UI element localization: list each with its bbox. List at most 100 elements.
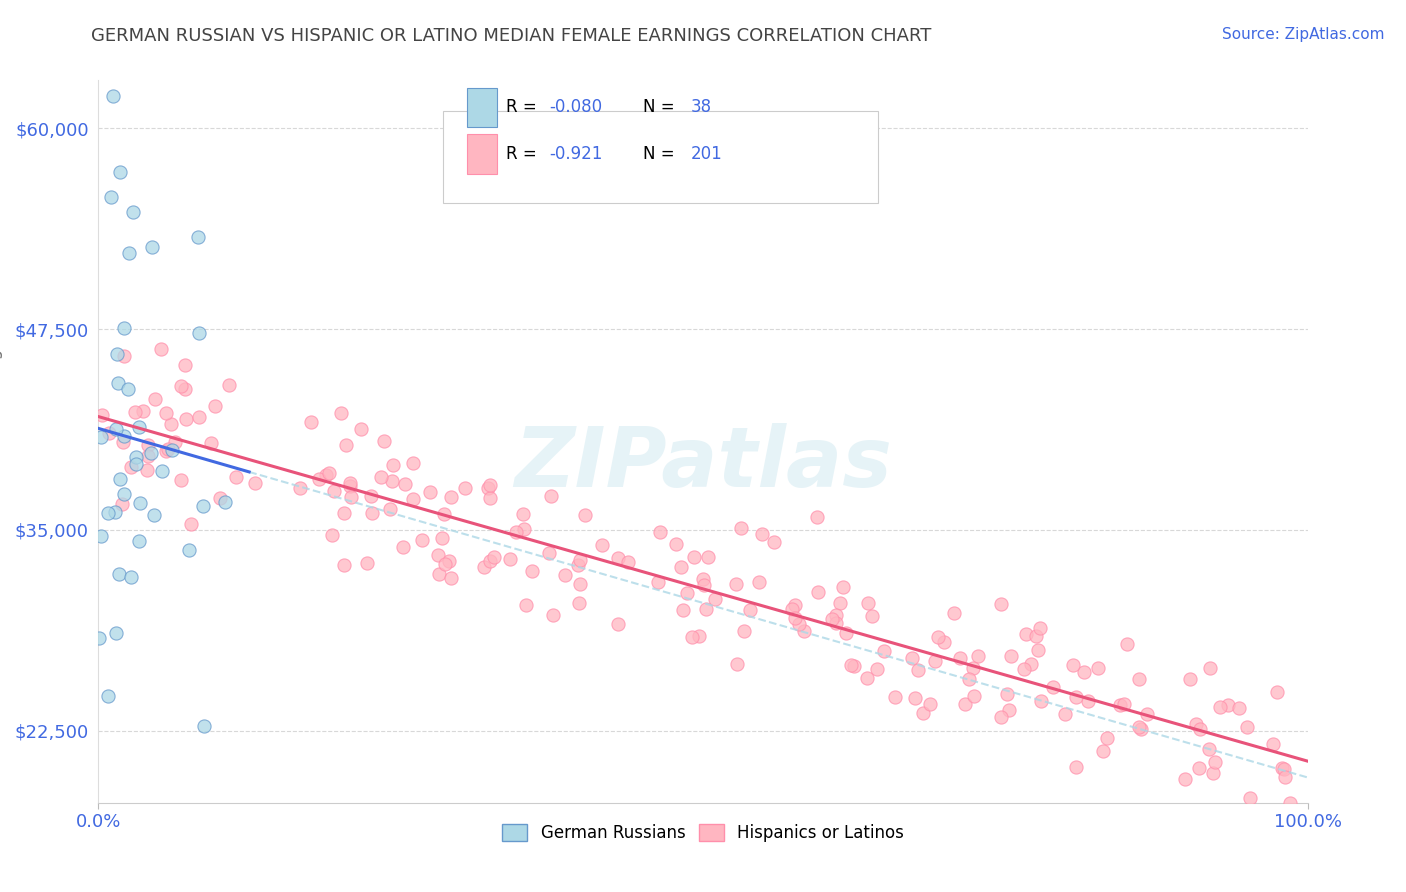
Point — [160, 417, 183, 432]
Point — [740, 603, 762, 617]
Point — [174, 412, 197, 426]
Point — [747, 575, 769, 590]
Point — [112, 349, 135, 363]
Point — [725, 657, 748, 671]
Point — [862, 609, 884, 624]
Point — [831, 580, 853, 594]
Point — [332, 558, 354, 573]
Point — [884, 690, 907, 704]
Point — [1109, 698, 1132, 712]
Point — [90, 430, 112, 444]
Point — [1087, 660, 1109, 674]
Point — [697, 550, 720, 565]
Point — [427, 567, 450, 582]
Point — [995, 687, 1018, 701]
Point — [100, 190, 122, 204]
Point — [97, 690, 120, 704]
Point — [730, 521, 752, 535]
Point — [574, 508, 596, 523]
Point — [339, 476, 361, 491]
Point — [323, 484, 346, 499]
Text: -0.080: -0.080 — [550, 98, 603, 116]
Point — [1274, 770, 1296, 784]
Point — [430, 531, 453, 545]
Point — [856, 671, 879, 685]
Point — [515, 599, 537, 613]
Point — [856, 596, 879, 610]
Point — [751, 526, 773, 541]
Point — [440, 490, 463, 504]
Point — [1025, 629, 1047, 643]
Point — [1116, 637, 1139, 651]
Point — [920, 697, 942, 711]
Point — [339, 490, 361, 504]
Point — [394, 476, 416, 491]
Point — [243, 475, 266, 490]
Point — [787, 617, 810, 632]
Point — [704, 592, 727, 607]
Point — [725, 577, 748, 591]
Point — [911, 706, 934, 720]
Point — [1064, 690, 1087, 704]
Point — [105, 422, 128, 436]
Point — [174, 382, 197, 396]
Point — [335, 438, 357, 452]
Point — [117, 382, 139, 396]
Point — [568, 596, 591, 610]
Point — [616, 555, 638, 569]
Point — [112, 435, 135, 450]
Point — [333, 506, 356, 520]
Point — [111, 497, 134, 511]
Legend: German Russians, Hispanics or Latinos: German Russians, Hispanics or Latinos — [495, 817, 911, 848]
Point — [104, 626, 127, 640]
Point — [844, 659, 866, 673]
Point — [329, 406, 352, 420]
Point — [150, 464, 173, 478]
Point — [793, 624, 815, 639]
Point — [478, 491, 501, 505]
Point — [1188, 762, 1211, 776]
Point — [1263, 737, 1285, 751]
Point — [499, 552, 522, 566]
Point — [482, 549, 505, 564]
Point — [112, 429, 135, 443]
Point — [97, 507, 120, 521]
Point — [142, 508, 165, 523]
Point — [160, 443, 183, 458]
Point — [361, 506, 384, 520]
Point — [136, 463, 159, 477]
Point — [141, 446, 163, 460]
Point — [733, 624, 755, 638]
Point — [693, 578, 716, 592]
Point — [821, 612, 844, 626]
Point — [356, 557, 378, 571]
Point — [426, 548, 449, 562]
Point — [1128, 720, 1150, 734]
Point — [472, 559, 495, 574]
Point — [676, 585, 699, 599]
Point — [780, 601, 803, 615]
Point — [170, 473, 193, 487]
Point — [90, 529, 112, 543]
Point — [962, 661, 984, 675]
Point — [934, 635, 956, 649]
Point — [554, 567, 576, 582]
Point — [434, 557, 457, 571]
Point — [145, 392, 167, 407]
Point — [1062, 657, 1084, 672]
Point — [647, 574, 669, 589]
Point — [419, 485, 441, 500]
Point — [177, 543, 200, 558]
Point — [682, 550, 704, 565]
Point — [479, 478, 502, 492]
Point — [218, 377, 240, 392]
Point — [1012, 662, 1035, 676]
Point — [835, 626, 858, 640]
Point — [1271, 761, 1294, 775]
Point — [943, 607, 966, 621]
Point — [98, 425, 121, 440]
Point — [90, 409, 112, 423]
Point — [1209, 699, 1232, 714]
Point — [105, 347, 128, 361]
Point — [1204, 756, 1226, 770]
